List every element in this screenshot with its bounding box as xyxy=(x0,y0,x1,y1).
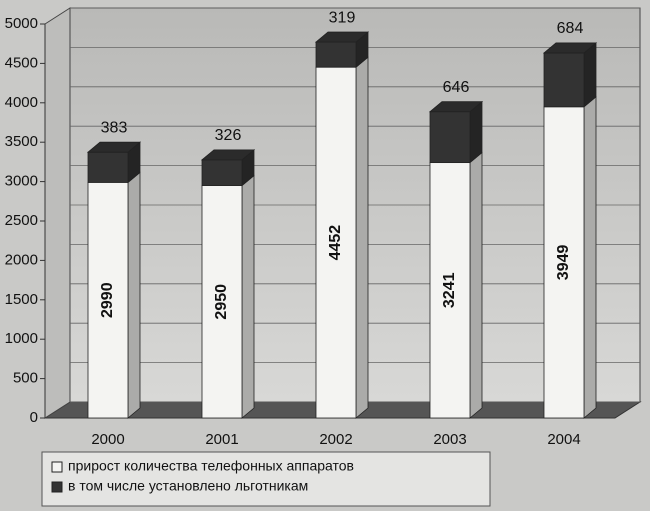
y-tick-label: 0 xyxy=(30,409,38,426)
value-label: 383 xyxy=(101,119,128,136)
y-tick-label: 5000 xyxy=(5,15,38,32)
legend-label: в том числе установлено льготникам xyxy=(68,478,308,494)
bar xyxy=(201,159,243,186)
y-tick-label: 3500 xyxy=(5,133,38,150)
bar-side xyxy=(127,171,141,419)
x-tick-label: 2003 xyxy=(433,431,466,448)
value-label: 646 xyxy=(443,79,470,96)
value-label: 4452 xyxy=(327,225,344,261)
bar-side xyxy=(469,151,483,419)
x-tick-label: 2001 xyxy=(205,431,238,448)
bar-top xyxy=(200,149,256,161)
legend-swatch xyxy=(51,481,63,493)
y-tick-label: 4500 xyxy=(5,54,38,71)
bar xyxy=(315,66,357,419)
y-tick-label: 2500 xyxy=(5,212,38,229)
value-label: 326 xyxy=(215,127,242,144)
bar-side xyxy=(583,42,597,108)
value-label: 684 xyxy=(557,20,584,37)
legend-swatch xyxy=(51,461,63,473)
value-label: 3241 xyxy=(441,272,458,308)
bar-top xyxy=(86,141,142,153)
bar xyxy=(87,151,129,183)
y-tick-label: 2000 xyxy=(5,251,38,268)
bar xyxy=(429,111,471,164)
x-tick-label: 2004 xyxy=(547,431,580,448)
bar-top xyxy=(314,31,370,43)
bar-side xyxy=(355,56,369,419)
legend-label: прирост количества телефонных аппаратов xyxy=(68,458,354,474)
bar-side xyxy=(583,95,597,419)
x-tick-label: 2002 xyxy=(319,431,352,448)
value-label: 3949 xyxy=(555,245,572,281)
y-tick-label: 500 xyxy=(13,370,38,387)
bar xyxy=(543,52,585,108)
value-label: 2990 xyxy=(99,282,116,318)
bar-side xyxy=(469,100,483,164)
x-tick-label: 2000 xyxy=(91,431,124,448)
side-wall xyxy=(44,7,71,419)
y-tick-label: 4000 xyxy=(5,94,38,111)
y-tick-label: 1000 xyxy=(5,330,38,347)
bar-top xyxy=(542,42,598,54)
bar-side xyxy=(241,174,255,419)
y-tick-label: 3000 xyxy=(5,173,38,190)
bar xyxy=(315,41,357,68)
bar xyxy=(201,185,243,419)
bar-top xyxy=(428,101,484,113)
y-tick-label: 1500 xyxy=(5,291,38,308)
value-label: 2950 xyxy=(213,284,230,320)
value-label: 319 xyxy=(329,9,356,26)
bar xyxy=(429,162,471,419)
legend xyxy=(41,451,491,507)
bar xyxy=(543,106,585,419)
